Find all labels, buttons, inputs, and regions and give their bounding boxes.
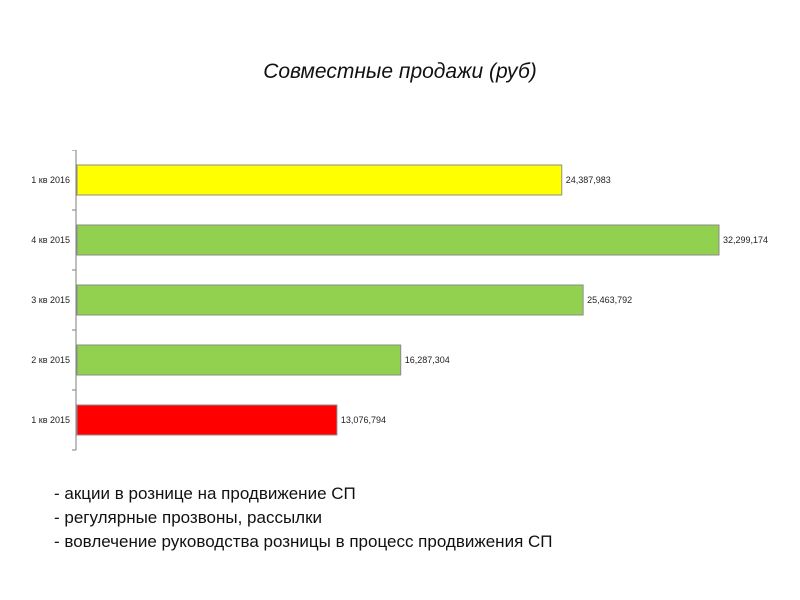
- bar: [76, 344, 402, 376]
- notes-list: - акции в рознице на продвижение СП - ре…: [54, 482, 553, 554]
- category-label: 1 кв 2016: [31, 175, 70, 185]
- note-item: - акции в рознице на продвижение СП: [54, 484, 356, 503]
- bar: [76, 224, 720, 256]
- bar-chart: 1 кв 2016 24,387,983 4 кв 2015 32,299,174 3 …: [31, 150, 768, 451]
- value-label: 13,076,794: [341, 415, 386, 425]
- value-label: 24,387,983: [566, 175, 611, 185]
- category-label: 1 кв 2015: [31, 415, 70, 425]
- value-label: 32,299,174: [723, 235, 768, 245]
- note-item: - регулярные прозвоны, рассылки: [54, 508, 323, 527]
- category-label: 4 кв 2015: [31, 235, 70, 245]
- note-item: - вовлечение руководства розницы в проце…: [54, 532, 553, 551]
- category-label: 3 кв 2015: [31, 295, 70, 305]
- bar: [76, 404, 338, 436]
- chart-title: Совместные продажи (руб): [263, 60, 537, 83]
- bar: [76, 284, 584, 316]
- value-label: 25,463,792: [587, 295, 632, 305]
- category-label: 2 кв 2015: [31, 355, 70, 365]
- bar: [76, 164, 563, 196]
- value-label: 16,287,304: [405, 355, 450, 365]
